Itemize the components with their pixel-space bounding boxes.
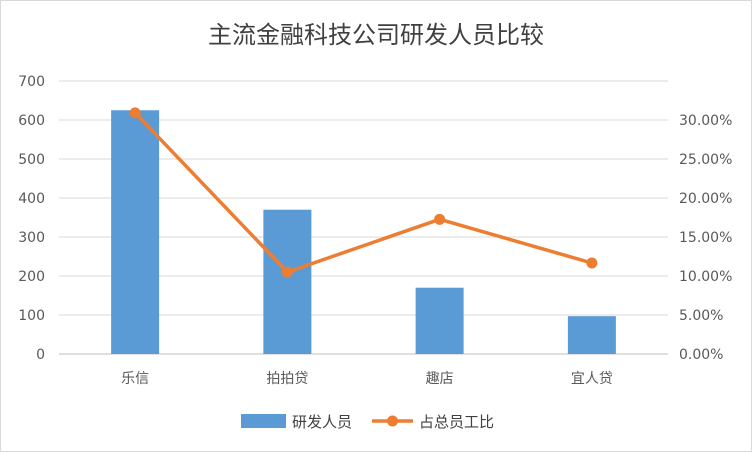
right-axis-tick-label: 25.00% xyxy=(679,152,732,168)
bar xyxy=(263,209,312,354)
left-axis-tick-label: 600 xyxy=(18,113,45,129)
legend-line-marker xyxy=(387,415,398,427)
line-point xyxy=(281,266,293,278)
left-axis-tick-label: 500 xyxy=(18,152,45,168)
right-axis-tick-label: 0.00% xyxy=(679,347,723,363)
right-axis: 0.00% 5.00% 10.00% 15.00% 20.00% 25.00% 30.00% xyxy=(679,113,732,363)
left-axis-tick-label: 400 xyxy=(18,191,45,207)
right-axis-tick-label: 10.00% xyxy=(679,269,732,285)
legend: 研发人员 占总员工比 xyxy=(241,413,494,431)
left-axis-tick-label: 0 xyxy=(36,347,45,363)
left-axis-tick-label: 300 xyxy=(18,230,45,246)
line-point xyxy=(434,213,446,225)
series-line xyxy=(133,111,593,274)
legend-label-line: 占总员工比 xyxy=(419,413,494,431)
chart-title: 主流金融科技公司研发人员比较 xyxy=(208,21,544,49)
gridlines xyxy=(59,80,668,355)
bar xyxy=(111,110,160,354)
line-point xyxy=(586,257,598,269)
left-axis: 0 100 200 300 400 500 600 700 xyxy=(18,74,45,363)
bar-series xyxy=(111,110,616,354)
legend-label-bar: 研发人员 xyxy=(292,413,352,431)
right-axis-tick-label: 15.00% xyxy=(679,230,732,246)
legend-bar-swatch xyxy=(241,414,286,428)
right-axis-tick-label: 5.00% xyxy=(679,308,723,324)
left-axis-tick-label: 700 xyxy=(18,74,45,90)
line-series xyxy=(129,107,598,278)
left-axis-tick-label: 100 xyxy=(18,308,45,324)
x-axis-tick-label: 宜人贷 xyxy=(571,371,613,387)
left-axis-tick-label: 200 xyxy=(18,269,45,285)
bar xyxy=(567,316,616,354)
right-axis-tick-label: 30.00% xyxy=(679,113,732,129)
right-axis-tick-label: 20.00% xyxy=(679,191,732,207)
x-axis-tick-label: 拍拍贷 xyxy=(266,371,308,387)
x-axis: 乐信 拍拍贷 趣店 宜人贷 xyxy=(121,371,613,387)
x-axis-tick-label: 乐信 xyxy=(121,371,149,387)
x-axis-tick-label: 趣店 xyxy=(426,371,454,387)
line-point xyxy=(129,107,141,119)
bar xyxy=(415,287,464,354)
